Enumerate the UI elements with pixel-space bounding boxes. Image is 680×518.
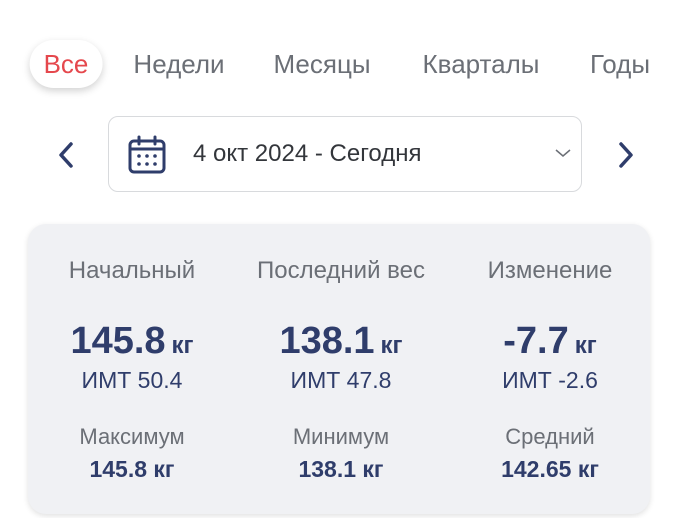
stat-label: Последний вес — [257, 257, 425, 284]
stat-unit: кг — [380, 332, 403, 359]
stat-unit: кг — [574, 332, 597, 359]
stat-bmi: ИМТ 50.4 — [81, 367, 183, 393]
stat-change: Изменение -7.7 кг ИМТ -2.6 Средний 142.65… — [445, 224, 655, 514]
summary-value: 142.65 кг — [501, 456, 599, 482]
summary-label: Максимум — [79, 424, 185, 449]
summary-label: Средний — [505, 424, 595, 449]
stat-unit: кг — [171, 332, 194, 359]
date-range-select[interactable]: 4 окт 2024 - Сегодня — [108, 116, 582, 192]
stat-value-row: 138.1 кг — [236, 320, 446, 363]
stat-last: Последний вес 138.1 кг ИМТ 47.8 Минимум 1… — [236, 224, 446, 514]
summary-value: 138.1 кг — [298, 456, 384, 482]
chevron-down-icon — [555, 149, 571, 157]
stat-value: -7.7 — [503, 320, 569, 362]
stat-label: Начальный — [68, 257, 196, 284]
stat-value-row: -7.7 кг — [445, 320, 655, 363]
tab-years[interactable]: Годы — [589, 49, 651, 79]
tab-weeks[interactable]: Недели — [133, 49, 225, 79]
summary-label: Минимум — [292, 424, 390, 449]
next-period-button[interactable] — [611, 138, 641, 172]
date-range-label: 4 окт 2024 - Сегодня — [193, 140, 422, 167]
summary-value: 145.8 кг — [89, 456, 175, 482]
calendar-icon — [128, 135, 166, 174]
tab-months[interactable]: Месяцы — [273, 49, 371, 79]
previous-period-button[interactable] — [52, 138, 82, 172]
stat-value: 138.1 — [279, 320, 375, 362]
stat-value-row: 145.8 кг — [27, 320, 237, 363]
chevron-right-icon — [619, 142, 633, 168]
stat-bmi: ИМТ -2.6 — [502, 367, 598, 393]
weight-stats-card: Начальный 145.8 кг ИМТ 50.4 Максимум 145.… — [28, 224, 650, 514]
tab-all[interactable]: Все — [29, 40, 103, 88]
stat-label: Изменение — [487, 257, 613, 284]
stat-start: Начальный 145.8 кг ИМТ 50.4 Максимум 145.… — [27, 224, 237, 514]
tab-quarters[interactable]: Кварталы — [422, 49, 540, 79]
stat-bmi: ИМТ 47.8 — [290, 367, 392, 393]
stat-value: 145.8 — [70, 320, 166, 362]
chevron-left-icon — [59, 142, 73, 168]
